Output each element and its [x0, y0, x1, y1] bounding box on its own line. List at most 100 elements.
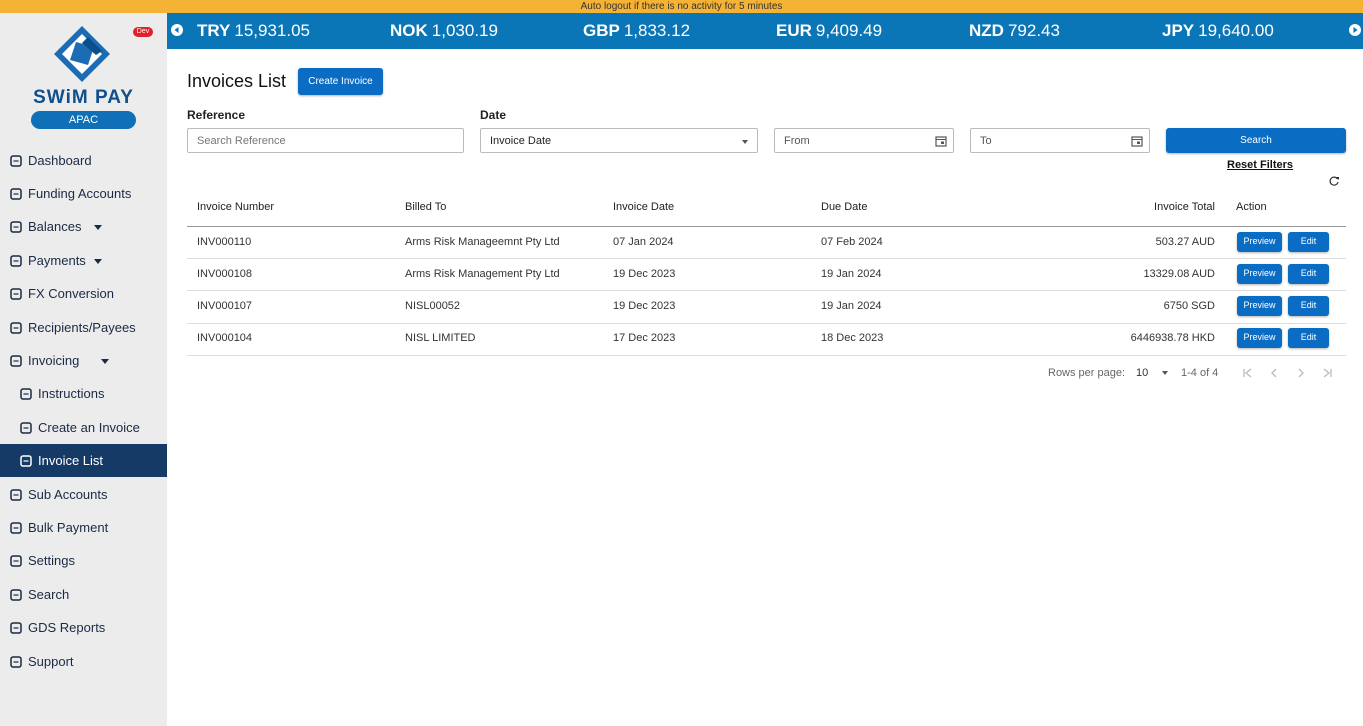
nav-label: Payments [28, 252, 86, 268]
edit-button[interactable]: Edit [1288, 232, 1329, 252]
pagination-button[interactable] [1322, 367, 1334, 379]
pagination-button[interactable] [1268, 367, 1280, 379]
nav-label: Balances [28, 219, 82, 235]
row-rule [187, 354, 1346, 356]
nav-label: Invoicing [28, 352, 80, 368]
nav-item[interactable]: Balances [0, 210, 167, 243]
pagination-button[interactable] [1295, 367, 1307, 379]
table-cell: NISL LIMITED [405, 332, 476, 345]
search-button[interactable]: Search [1166, 128, 1346, 153]
nav-item[interactable]: Settings [0, 544, 167, 577]
nav-label: Recipients/Payees [28, 319, 136, 335]
nav-item[interactable]: Bulk Payment [0, 511, 167, 544]
nav-icon [10, 321, 22, 334]
table-cell: 19 Dec 2023 [613, 268, 676, 281]
table-cell: INV000104 [197, 332, 253, 345]
date-select[interactable]: Invoice Date [480, 128, 758, 153]
table-cell: 503.27 AUD [1155, 236, 1215, 248]
calendar-icon[interactable] [935, 135, 947, 147]
table-cell: INV000108 [197, 268, 253, 281]
preview-button[interactable]: Preview [1237, 328, 1282, 349]
edit-button[interactable]: Edit [1288, 328, 1329, 349]
reference-input[interactable]: Search Reference [187, 128, 464, 153]
select-caret [1162, 371, 1168, 375]
nav-item[interactable]: Funding Accounts [0, 177, 167, 210]
nav-icon [10, 355, 22, 367]
column-header: Due Date [821, 201, 868, 213]
rows-per-page-label: Rows per page: [1048, 367, 1126, 379]
nav-item[interactable]: Payments [0, 244, 167, 277]
currency-value: 19,640.00 [1198, 21, 1274, 40]
currency-value: 15,931.05 [234, 21, 311, 40]
to-input[interactable]: To [970, 128, 1150, 153]
table-cell: 19 Jan 2024 [821, 300, 882, 313]
nav-item[interactable]: Instructions [0, 377, 167, 410]
logout-banner: Auto logout if there is no activity for … [0, 0, 1363, 13]
currency-code: GBP [583, 21, 620, 40]
nav-icon [20, 388, 32, 401]
table-cell: 18 Dec 2023 [821, 332, 884, 345]
nav-label: Settings [28, 553, 75, 569]
nav-caret [94, 258, 103, 264]
preview-button[interactable]: Preview [1237, 232, 1282, 252]
nav-label: Bulk Payment [28, 519, 109, 535]
reset-filters-link[interactable]: Reset Filters [1227, 159, 1294, 171]
region-pill: APAC [31, 111, 136, 129]
nav-label: Invoice List [38, 453, 104, 469]
nav-label: Dashboard [28, 152, 92, 168]
nav-icon [10, 622, 22, 634]
nav-item[interactable]: Support [0, 645, 167, 678]
nav-item[interactable]: Invoicing [0, 344, 167, 377]
nav-icon [10, 288, 22, 300]
edit-button[interactable]: Edit [1288, 264, 1329, 285]
edit-button[interactable]: Edit [1288, 296, 1329, 317]
ticker-item: NZD 792.43 [969, 13, 1060, 49]
page-title: Invoices List [187, 71, 287, 91]
ticker-item: NOK 1,030.19 [390, 13, 498, 49]
ticker-next[interactable] [1349, 24, 1361, 36]
from-input[interactable]: From [774, 128, 954, 153]
preview-button[interactable]: Preview [1237, 264, 1282, 285]
table-cell: 6446938.78 HKD [1130, 332, 1215, 345]
pagination-button[interactable] [1241, 367, 1253, 379]
currency-ticker: TRY 15,931.05 NOK 1,030.19 GBP 1,833.12 EUR 9,4… [167, 13, 1363, 49]
table-cell: 6750 SGD [1163, 300, 1215, 313]
nav-item[interactable]: Dashboard [0, 144, 167, 177]
nav-icon [10, 488, 22, 501]
row-rule [187, 258, 1346, 259]
rows-per-page-select[interactable]: 10 [1136, 367, 1168, 379]
currency-code: EUR [776, 21, 812, 40]
nav-label: Sub Accounts [28, 486, 108, 502]
nav-icon [10, 221, 22, 234]
env-badge: Dev [133, 27, 153, 37]
nav-label: Search [28, 586, 70, 602]
row-rule [187, 322, 1346, 324]
column-header: Billed To [405, 201, 447, 213]
table-cell: NISL00052 [405, 300, 461, 313]
nav-item[interactable]: Search [0, 578, 167, 611]
nav-caret [94, 225, 103, 231]
nav-label: Support [28, 653, 74, 669]
currency-code: JPY [1162, 21, 1195, 40]
nav-item[interactable]: GDS Reports [0, 611, 167, 644]
nav-item[interactable]: Invoice List [0, 444, 167, 478]
column-header: Invoice Date [613, 201, 675, 213]
create-invoice-button[interactable]: Create Invoice [298, 68, 383, 95]
nav-label: Create an Invoice [38, 419, 140, 435]
nav-icon [10, 555, 22, 568]
currency-code: NOK [390, 21, 428, 40]
preview-button[interactable]: Preview [1237, 296, 1282, 317]
column-header: Invoice Number [197, 201, 275, 213]
ticker-prev[interactable] [171, 24, 183, 36]
nav-item[interactable]: Recipients/Payees [0, 311, 167, 344]
nav-item[interactable]: FX Conversion [0, 277, 167, 310]
nav-item[interactable]: Create an Invoice [0, 411, 167, 444]
calendar-icon[interactable] [1131, 135, 1143, 147]
select-caret [742, 140, 748, 144]
table-cell: 13329.08 AUD [1143, 268, 1215, 281]
nav-item[interactable]: Sub Accounts [0, 478, 167, 511]
nav-icon [10, 522, 22, 534]
nav-icon [10, 154, 22, 167]
refresh-icon[interactable] [1328, 175, 1340, 187]
